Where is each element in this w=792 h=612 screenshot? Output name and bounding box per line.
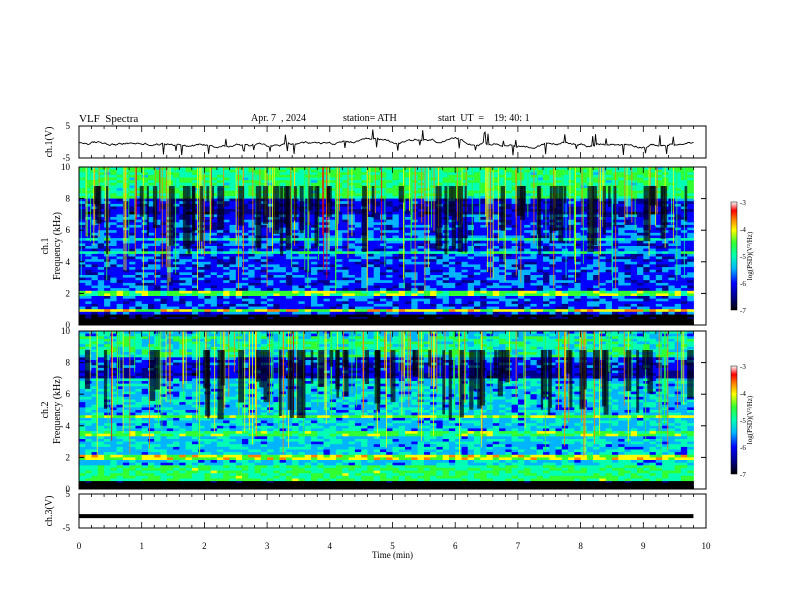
xtick-3: 3: [265, 541, 270, 551]
spectrogram-ylabel: Frequency (kHz): [52, 376, 63, 444]
colorbar-tick: -5: [740, 253, 746, 261]
date-label: Apr. 7 , 2024: [251, 113, 306, 124]
spectrogram-lowfreq-band: [79, 482, 694, 489]
xtick-8: 8: [578, 541, 583, 551]
xaxis-label: Time (min): [372, 550, 413, 560]
spectrogram-ytick-4: 4: [66, 257, 71, 267]
spectrogram-ytick-2: 2: [66, 288, 71, 298]
colorbar: [730, 201, 738, 311]
spectrogram-ytick-8: 8: [66, 194, 71, 204]
xtick-10: 10: [702, 541, 712, 551]
xtick-6: 6: [453, 541, 458, 551]
colorbar-tick: -5: [740, 417, 746, 425]
spectrogram-ytick-10: 10: [61, 326, 71, 336]
ch3-ytick-neg5: -5: [63, 523, 71, 533]
colorbar-tick: -3: [740, 199, 746, 207]
spectrogram-ytick-6: 6: [66, 389, 71, 399]
xtick-7: 7: [516, 541, 521, 551]
spectrogram-ytick-10: 10: [61, 162, 71, 172]
spectrogram-ytick-4: 4: [66, 421, 71, 431]
colorbar-tick: -3: [740, 363, 746, 371]
ch1-ytick-neg5: -5: [63, 153, 71, 163]
spectrogram-ytick-2: 2: [66, 452, 71, 462]
colorbar-tick: -7: [740, 471, 746, 479]
xtick-2: 2: [202, 541, 207, 551]
spectrogram-ytick-0: 0: [66, 320, 71, 330]
colorbar-tick: -4: [740, 226, 746, 234]
station-label: station= ATH: [343, 113, 397, 124]
spectrogram-ytick-0: 0: [66, 484, 71, 494]
colorbar-label: log(PSD)(V²/Hz): [746, 395, 754, 444]
ch1-waveform-line: [78, 129, 694, 156]
xtick-0: 0: [77, 541, 82, 551]
xtick-9: 9: [641, 541, 646, 551]
colorbar-tick: -4: [740, 390, 746, 398]
ch3-ylabel: ch.3(V): [44, 496, 55, 527]
spectrogram-lowfreq-band: [79, 318, 694, 325]
spectrogram-ytick-8: 8: [66, 358, 71, 368]
colorbar-label: log(PSD)(V²/Hz): [746, 231, 754, 280]
xtick-5: 5: [390, 541, 395, 551]
spectrogram-ch1-image: [79, 167, 694, 326]
colorbar: [730, 365, 738, 475]
colorbar-tick: -6: [740, 280, 746, 288]
ch1-ytick-5: 5: [66, 121, 71, 131]
spectrogram-ch2-image: [79, 331, 694, 490]
start-time-label: start UT = 19: 40: 1: [438, 113, 530, 124]
colorbar-tick: -7: [740, 307, 746, 315]
figure-title: VLF Spectra: [79, 113, 139, 125]
colorbar-tick: -6: [740, 444, 746, 452]
ch1-ylabel: ch.1(V): [44, 127, 55, 158]
xtick-4: 4: [328, 541, 333, 551]
spectrogram-channel-label: ch.2: [40, 402, 51, 419]
spectrogram-ytick-6: 6: [66, 225, 71, 235]
ch3-ytick-5: 5: [66, 489, 71, 499]
spectrogram-ylabel: Frequency (kHz): [52, 212, 63, 280]
xtick-1: 1: [139, 541, 144, 551]
spectrogram-channel-label: ch.1: [40, 238, 51, 255]
